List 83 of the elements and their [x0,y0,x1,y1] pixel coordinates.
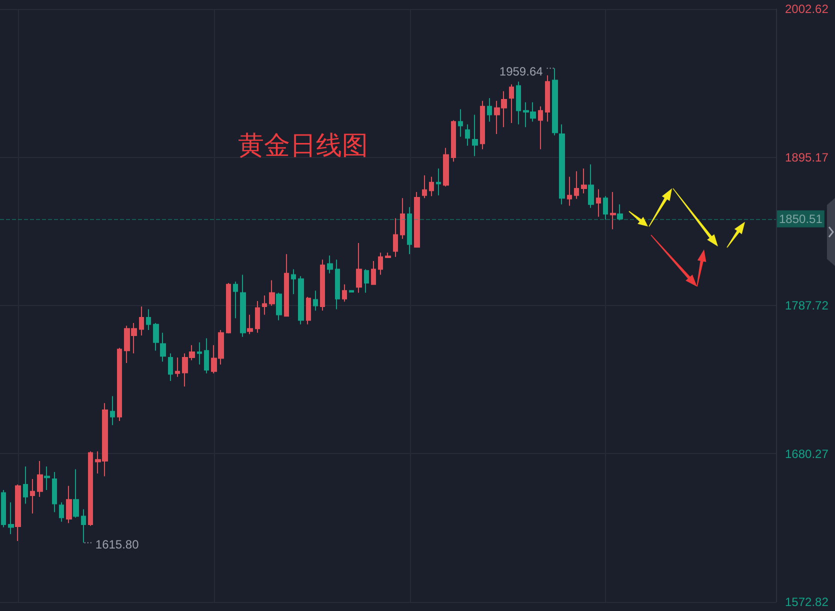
candlestick [306,296,311,325]
candlestick [458,108,463,138]
y-tick-label: 2002.62 [785,2,829,16]
candlestick [364,268,369,294]
candlestick [1,489,6,528]
y-tick-label: 1572.82 [785,595,829,609]
candlestick [66,485,72,524]
candlestick [110,396,115,426]
candlestick [443,147,449,187]
candlestick [37,460,43,498]
candlestick [588,164,594,208]
candlestick [516,81,521,125]
candlestick [23,466,28,504]
candlestick [313,290,318,312]
candlestick [472,114,478,157]
candlestick [291,268,296,295]
candlestick [552,68,558,136]
candlestick [247,314,253,335]
candlestick [414,191,420,248]
candlestick [378,252,383,276]
y-tick-label: 1895.17 [785,150,829,164]
candlestick [240,274,246,338]
candlestick [15,484,21,542]
candlestick [385,252,391,258]
candlestick [168,352,173,382]
candlestick [59,502,64,522]
candlestick [146,308,151,330]
candlestick [581,168,587,194]
candlestick [342,284,347,302]
candlestick [204,338,209,374]
candlestick [617,204,623,221]
y-tick-label: 1680.27 [785,446,829,461]
candlestick [610,191,616,230]
candlestick [117,347,122,422]
candlestick [371,260,376,285]
candlestick [574,170,579,200]
candlestick [567,176,572,206]
candlestick [393,218,398,258]
candlestick [465,124,470,146]
candlestick [545,74,550,122]
candlestick [596,188,601,218]
candlestick [175,357,180,378]
candlestick [88,450,93,526]
candlestick [436,168,441,196]
candlestick [349,290,354,293]
candlestick [30,478,35,514]
candlestick [407,206,412,255]
candlestick [81,508,86,544]
candlestick [356,242,362,294]
candlestick [538,106,543,150]
candlestick [603,196,608,220]
candlestick [269,280,275,306]
candlestick [559,124,565,205]
candlestick [320,259,325,312]
candlestick [44,466,50,490]
candlestick [262,294,267,316]
candlestick [233,281,238,319]
candlestick [400,198,405,240]
candlestick [327,254,333,274]
candlestick [335,259,340,310]
candlestick [509,84,514,124]
candlestick [480,100,485,150]
candlestick [160,332,166,362]
candlestick [429,176,434,197]
candlestick [451,120,456,162]
candlestick [73,468,79,518]
candlestick [8,502,14,535]
annotation: 1959.64 [499,64,544,78]
candlestick [153,322,159,352]
candlestick [226,282,231,334]
annotation: 1615.80 [95,538,140,552]
y-tick-label: 1787.72 [785,298,829,312]
candlestick [197,342,202,365]
candlestick [284,254,289,317]
candlestick [298,276,304,325]
candlestick [422,174,427,199]
candlestick [139,306,144,336]
candlestick [276,292,282,321]
candlestick [487,98,492,122]
candlestick [255,300,260,334]
text: 黄金日线图 [238,130,368,160]
candlestick [52,472,57,513]
ref-line-label: 1850.51 [779,212,823,226]
